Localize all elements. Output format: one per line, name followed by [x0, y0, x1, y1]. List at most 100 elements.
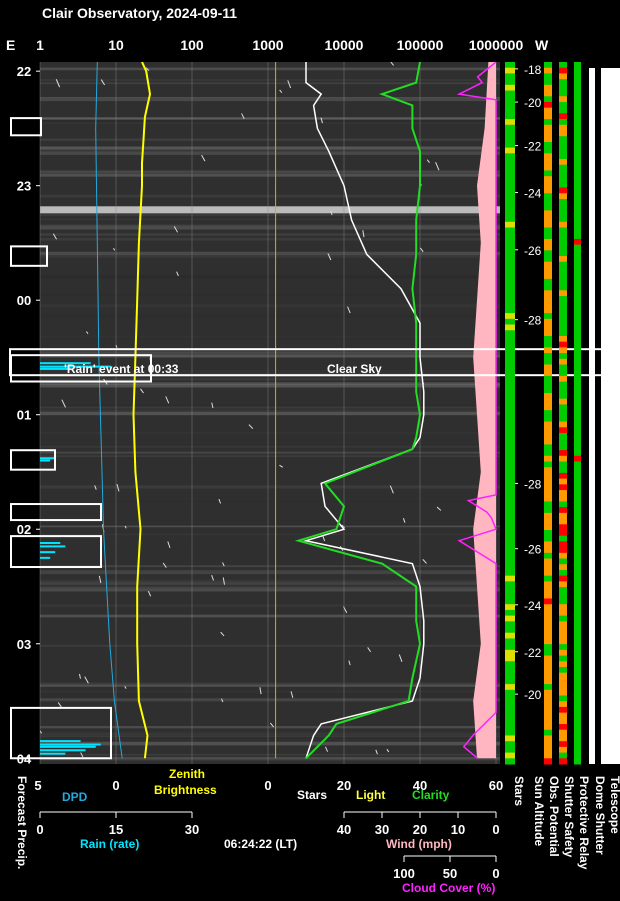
rain-event-box — [10, 245, 48, 267]
status-cell-obs-potential — [544, 79, 552, 86]
status-cell-stars — [505, 227, 515, 234]
status-cell-stars — [505, 204, 515, 211]
status-cell-protective-relay — [574, 216, 581, 223]
status-cell-protective-relay — [574, 358, 581, 365]
rain-tick: 0 — [36, 822, 43, 837]
status-cell-protective-relay — [574, 415, 581, 423]
status-cell-protective-relay — [574, 461, 581, 468]
sun-altitude-label: -28 — [524, 477, 542, 491]
status-cell-shutter-safety — [559, 598, 567, 605]
telescope-trace — [601, 68, 620, 764]
status-cell-shutter-safety — [559, 644, 567, 651]
status-cell-obs-potential — [544, 552, 552, 560]
status-cell-shutter-safety — [559, 615, 567, 622]
status-cell-protective-relay — [574, 398, 581, 405]
status-cell-shutter-safety — [559, 124, 567, 131]
rain-bar — [40, 367, 71, 370]
status-cell-obs-potential — [544, 666, 552, 674]
status-cell-obs-potential — [544, 256, 552, 263]
status-cell-stars — [505, 432, 515, 440]
status-cell-shutter-safety — [559, 221, 567, 229]
status-cell-obs-potential — [544, 415, 552, 423]
status-cell-shutter-safety — [559, 250, 567, 257]
status-cell-shutter-safety — [559, 490, 567, 497]
status-cell-shutter-safety — [559, 661, 567, 668]
status-cell-shutter-safety — [559, 455, 567, 463]
status-cell-shutter-safety — [559, 581, 567, 588]
status-cell-protective-relay — [574, 181, 581, 189]
status-cell-protective-relay — [574, 547, 581, 554]
status-cell-protective-relay — [574, 735, 581, 742]
status-cell-protective-relay — [574, 261, 581, 268]
status-cell-shutter-safety — [559, 535, 567, 542]
status-cell-stars — [505, 335, 515, 343]
status-cell-shutter-safety — [559, 284, 567, 291]
status-cell-stars — [505, 267, 515, 274]
status-cell-shutter-safety — [559, 159, 567, 166]
east-label: E — [6, 37, 15, 53]
status-cell-shutter-safety — [559, 244, 567, 251]
status-cell-obs-potential — [544, 73, 552, 80]
status-cell-stars — [505, 193, 515, 200]
status-cell-obs-potential — [544, 84, 552, 92]
status-cell-stars — [505, 256, 515, 263]
time-tick-label: 01 — [17, 408, 31, 423]
status-cell-protective-relay — [574, 444, 581, 451]
status-cell-shutter-safety — [559, 689, 567, 697]
status-cell-obs-potential — [544, 147, 552, 154]
status-cell-obs-potential — [544, 358, 552, 365]
rain-bar — [40, 541, 61, 544]
status-cell-stars — [505, 758, 515, 765]
status-cell-stars — [505, 598, 515, 605]
status-cell-protective-relay — [574, 472, 581, 480]
rain-bar — [40, 752, 66, 755]
status-cell-protective-relay — [574, 450, 581, 457]
sun-altitude-label: -24 — [524, 599, 542, 613]
status-cell-obs-potential — [544, 644, 552, 651]
status-cell-shutter-safety — [559, 450, 567, 457]
top-tick-label: 1000 — [252, 37, 283, 53]
status-column-label: Dome Shutter — [593, 776, 607, 855]
status-cell-protective-relay — [574, 381, 581, 388]
rain-bar — [40, 457, 56, 460]
rain-tick: 15 — [109, 822, 123, 837]
status-cell-shutter-safety — [559, 147, 567, 154]
status-column-protective-relay — [574, 62, 581, 765]
status-cell-shutter-safety — [559, 547, 567, 554]
status-cell-protective-relay — [574, 79, 581, 86]
status-cell-obs-potential — [544, 244, 552, 251]
status-cell-stars — [505, 62, 515, 69]
status-cell-stars — [505, 113, 515, 120]
status-cell-protective-relay — [574, 649, 581, 657]
status-cell-obs-potential — [544, 541, 552, 548]
status-cell-shutter-safety — [559, 587, 567, 594]
status-cell-shutter-safety — [559, 181, 567, 189]
status-cell-protective-relay — [574, 296, 581, 303]
status-cell-stars — [505, 415, 515, 423]
status-cell-protective-relay — [574, 159, 581, 166]
status-cell-protective-relay — [574, 712, 581, 719]
status-cell-obs-potential — [544, 296, 552, 303]
status-cell-shutter-safety — [559, 381, 567, 388]
status-cell-obs-potential — [544, 564, 552, 571]
rain-series — [40, 121, 111, 755]
status-cell-stars — [505, 678, 515, 685]
status-cell-obs-potential — [544, 484, 552, 491]
cloud-cover-axis-label: Cloud Cover (%) — [402, 881, 495, 895]
status-cell-protective-relay — [574, 507, 581, 514]
status-cell-protective-relay — [574, 204, 581, 211]
status-cell-shutter-safety — [559, 130, 567, 137]
status-cell-protective-relay — [574, 552, 581, 560]
status-cell-protective-relay — [574, 90, 581, 97]
status-column-label: Shutter Safety — [562, 776, 576, 858]
status-cell-shutter-safety — [559, 79, 567, 86]
status-cell-stars — [505, 467, 515, 474]
status-cell-protective-relay — [574, 432, 581, 440]
status-cell-protective-relay — [574, 655, 581, 662]
status-cell-protective-relay — [574, 632, 581, 639]
stars-series — [303, 62, 425, 759]
status-cell-obs-potential — [544, 101, 552, 109]
status-cell-obs-potential — [544, 569, 552, 577]
status-cell-obs-potential — [544, 455, 552, 463]
status-cell-shutter-safety — [559, 672, 567, 679]
